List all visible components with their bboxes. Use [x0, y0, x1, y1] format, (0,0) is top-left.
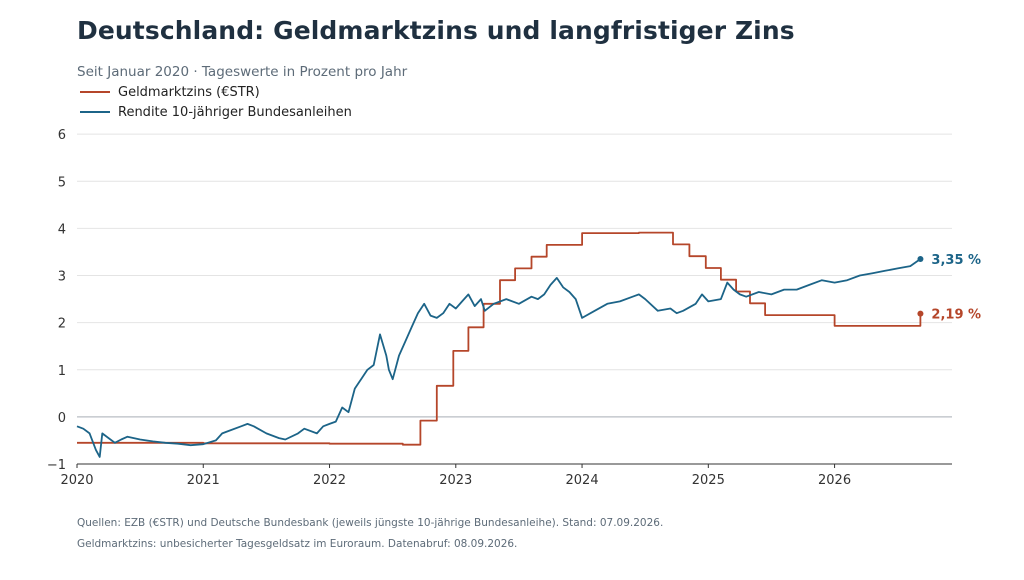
chart-title: Deutschland: Geldmarktzins und langfrist… — [77, 16, 795, 45]
legend-item-estr: Geldmarktzins (€STR) — [80, 83, 260, 101]
y-tick-label: 5 — [58, 175, 66, 190]
x-tick-label: 2020 — [60, 473, 93, 488]
x-tick-label: 2024 — [566, 473, 599, 488]
y-tick-label: 0 — [58, 411, 66, 426]
end-label-estr: 2,19 % — [931, 308, 981, 323]
series-line-estr — [77, 231, 922, 446]
x-tick-label: 2022 — [313, 473, 346, 488]
x-tick-label: 2026 — [818, 473, 851, 488]
y-tick-label: 2 — [58, 317, 66, 332]
end-label-bund: 3,35 % — [931, 253, 981, 268]
y-tick-label: 6 — [58, 128, 66, 143]
x-tick-label: 2021 — [187, 473, 220, 488]
end-point-estr — [917, 310, 924, 317]
y-tick-label: 3 — [58, 270, 66, 285]
chart-subtitle: Seit Januar 2020 · Tageswerte in Prozent… — [77, 64, 408, 80]
legend-label-bund: Rendite 10-jähriger Bundesanleihen — [118, 104, 352, 120]
legend-swatch-bund — [80, 111, 110, 113]
footnote-definition: Geldmarktzins: unbesicherter Tagesgeldsa… — [77, 538, 518, 550]
legend-label-estr: Geldmarktzins (€STR) — [118, 84, 260, 100]
footnote-sources: Quellen: EZB (€STR) und Deutsche Bundesb… — [77, 517, 664, 529]
x-tick-label: 2023 — [439, 473, 472, 488]
legend-swatch-estr — [80, 91, 110, 93]
y-tick-label: 1 — [58, 364, 66, 379]
series-line-bund — [76, 258, 921, 458]
end-point-bund — [917, 256, 924, 263]
y-tick-label: 4 — [58, 222, 66, 237]
legend-item-bund: Rendite 10-jähriger Bundesanleihen — [80, 103, 352, 121]
y-tick-label: −1 — [47, 458, 66, 473]
x-tick-label: 2025 — [692, 473, 725, 488]
